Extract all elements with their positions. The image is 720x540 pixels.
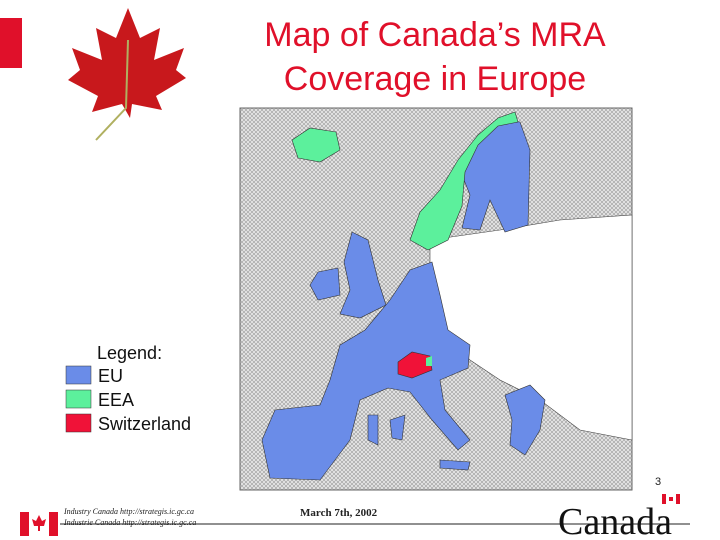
wordmark-flag bbox=[662, 494, 680, 504]
corner-bar bbox=[0, 18, 22, 68]
date: March 7th, 2002 bbox=[300, 507, 378, 519]
title-line: Map of Canada’s MRA bbox=[264, 16, 606, 54]
map-region bbox=[291, 127, 341, 163]
map-region bbox=[367, 414, 471, 471]
title-line: Coverage in Europe bbox=[284, 60, 586, 98]
legend-swatch bbox=[65, 389, 92, 409]
map-region bbox=[339, 231, 387, 319]
map-region bbox=[426, 356, 432, 366]
footer-line: Industrie Canada http://strategis.ic.gc.… bbox=[63, 518, 196, 527]
footer-line: Industry Canada http://strategis.ic.gc.c… bbox=[63, 507, 194, 516]
map-region bbox=[397, 351, 433, 379]
page-number: 3 bbox=[655, 476, 661, 488]
flag-icon bbox=[20, 512, 58, 536]
legend-label: EEA bbox=[98, 390, 134, 410]
legend-swatch bbox=[65, 365, 92, 385]
legend-swatch bbox=[65, 413, 92, 433]
map-region bbox=[409, 111, 519, 251]
map-region bbox=[261, 261, 471, 481]
legend-label: EU bbox=[98, 366, 123, 386]
legend-label: Switzerland bbox=[98, 414, 191, 434]
canada-wordmark: Canada bbox=[558, 501, 672, 540]
legend: EU EEA Switzerland bbox=[65, 365, 191, 434]
maple-leaf bbox=[68, 8, 186, 141]
map-region bbox=[309, 267, 341, 301]
europe-map bbox=[239, 107, 633, 491]
legend-title: Legend: bbox=[97, 343, 162, 363]
map-region bbox=[504, 384, 546, 456]
